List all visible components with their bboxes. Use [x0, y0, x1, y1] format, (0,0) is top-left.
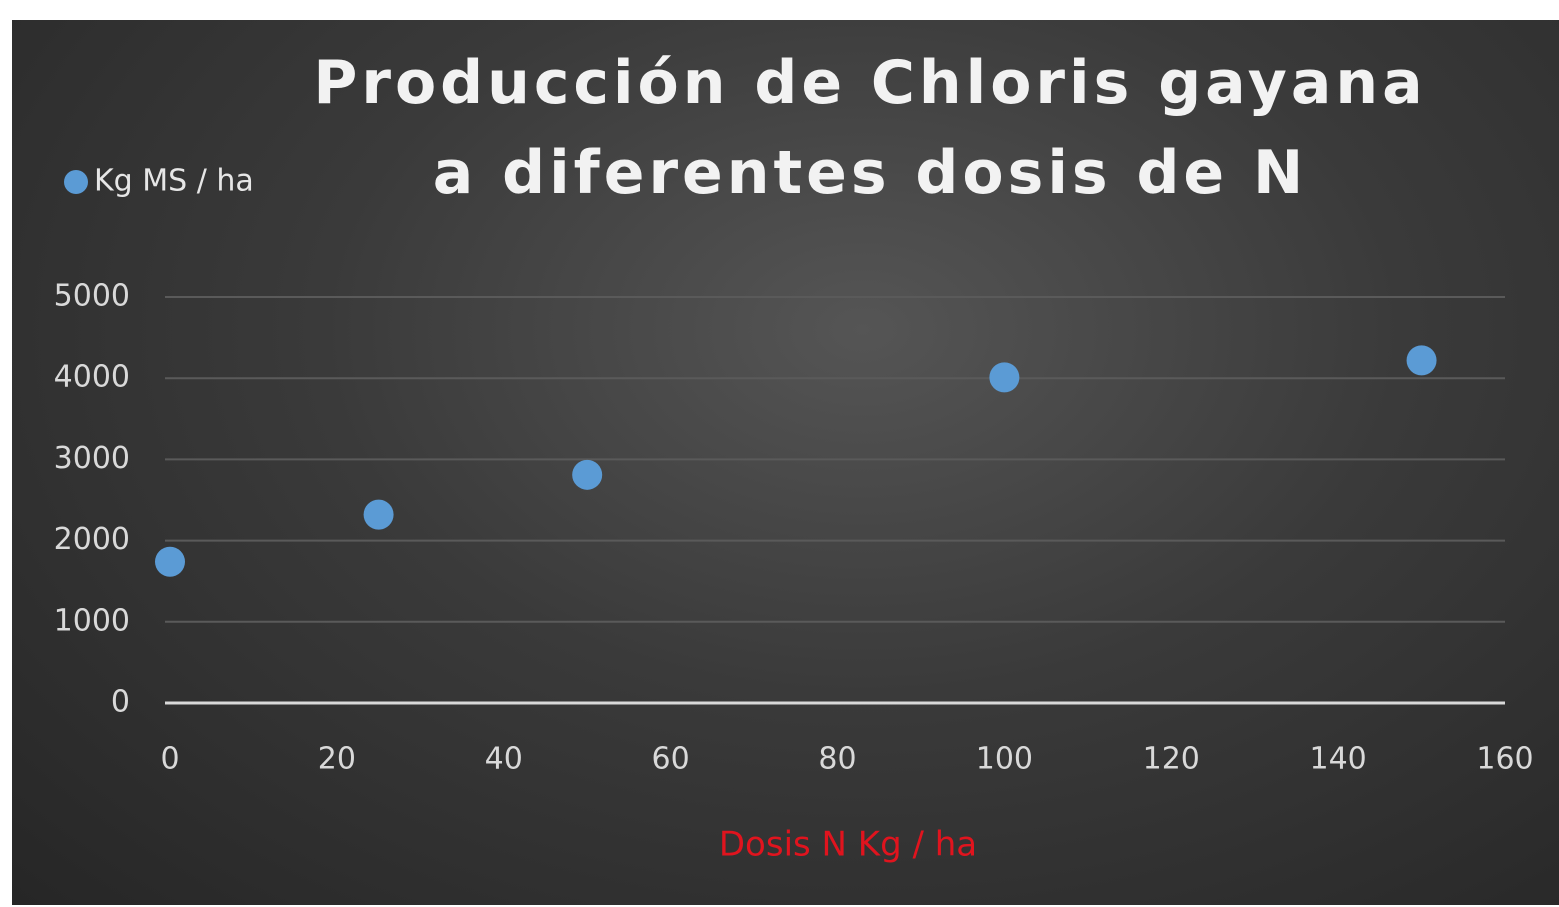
y-tick-label: 5000 — [54, 279, 130, 314]
x-tick-label: 40 — [485, 742, 523, 777]
x-tick-label: 20 — [318, 742, 356, 777]
y-tick-label: 0 — [111, 685, 130, 720]
chart-title: Producción de Chloris gayana a diferente… — [313, 48, 1427, 208]
x-tick-label: 160 — [1476, 742, 1533, 777]
x-axis-label: Dosis N Kg / ha — [719, 825, 977, 865]
legend-label: Kg MS / ha — [94, 164, 254, 199]
chart-area — [12, 20, 1559, 905]
point — [989, 362, 1020, 393]
x-tick-label: 100 — [976, 742, 1033, 777]
y-tick-label: 1000 — [54, 603, 130, 638]
x-tick-label: 140 — [1309, 742, 1366, 777]
y-tick-label: 4000 — [54, 360, 130, 395]
x-tick-label: 0 — [160, 742, 179, 777]
point — [1406, 345, 1437, 376]
y-tick-label: 2000 — [54, 522, 130, 557]
legend-marker — [64, 170, 88, 194]
point — [363, 499, 394, 530]
x-tick-label: 60 — [652, 742, 690, 777]
point — [155, 546, 185, 577]
y-tick-label: 3000 — [54, 441, 130, 476]
point — [572, 459, 603, 490]
x-tick-label: 120 — [1143, 742, 1200, 777]
x-tick-label: 80 — [818, 742, 856, 777]
